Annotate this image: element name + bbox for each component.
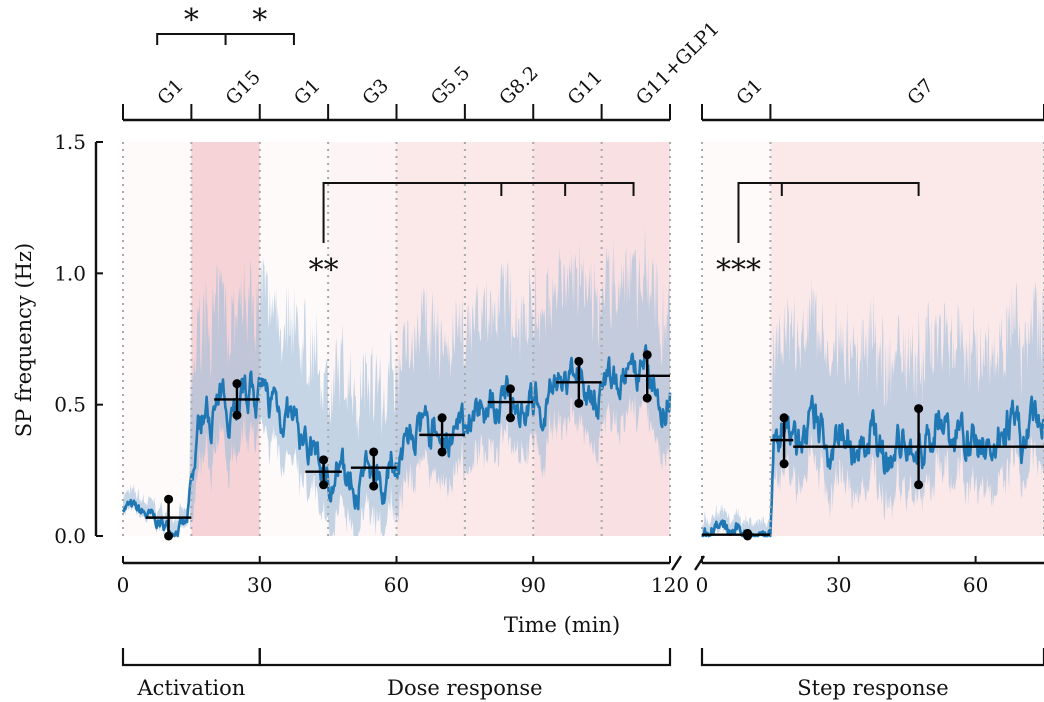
error-cap-high <box>319 455 329 465</box>
condition-label: G11 <box>563 66 606 109</box>
summary-marker <box>770 413 794 469</box>
axis-break <box>670 555 683 571</box>
phase-labels: Activation Dose response Step response <box>121 648 1044 700</box>
error-cap-low <box>164 531 174 541</box>
significance-mark: * <box>252 3 267 38</box>
error-cap-low <box>642 393 652 403</box>
condition-region <box>702 142 771 536</box>
significance-mark: ** <box>309 253 339 288</box>
error-cap-high <box>164 494 174 504</box>
error-cap-low <box>574 398 584 408</box>
significance-mark: *** <box>716 253 761 288</box>
error-cap-low <box>914 480 924 490</box>
error-cap-low <box>319 480 329 490</box>
summary-marker <box>793 404 1044 490</box>
x-tick-label: 90 <box>521 573 546 597</box>
error-cap-low <box>369 481 379 491</box>
significance-bracket <box>737 182 920 243</box>
significance-bracket <box>322 182 635 243</box>
phase-label: Step response <box>797 676 948 700</box>
error-cap-high <box>369 447 379 457</box>
condition-label: G7 <box>903 75 938 110</box>
error-cap-high <box>642 350 652 360</box>
summary-marker <box>556 356 602 408</box>
phase-bracket <box>121 648 261 667</box>
error-cap-high <box>437 413 447 423</box>
condition-label: G1 <box>153 75 188 110</box>
y-tick-label: 1.5 <box>54 130 86 154</box>
x-tick-label: 30 <box>247 573 272 597</box>
axis-break <box>693 555 706 571</box>
condition-label: G8.2 <box>495 62 543 110</box>
error-cap-high <box>779 413 789 423</box>
summary-marker <box>624 350 670 403</box>
error-cap-high <box>232 379 242 389</box>
error-cap-high <box>743 528 753 538</box>
condition-label: G1 <box>290 75 325 110</box>
error-cap-low <box>437 447 447 457</box>
summary-marker <box>305 455 342 490</box>
condition-label: G11+GLP1 <box>632 18 724 110</box>
y-axis-label: SP frequency (Hz) <box>12 243 36 437</box>
summary-marker <box>702 528 771 541</box>
error-cap-high <box>914 404 924 414</box>
summary-markers <box>145 350 1044 541</box>
error-cap-low <box>232 410 242 420</box>
condition-label: G5.5 <box>427 62 475 110</box>
significance-brackets: * *** *** <box>156 3 920 288</box>
condition-label: G15 <box>222 66 265 109</box>
error-cap-high <box>574 356 584 366</box>
x-tick-label: 0 <box>117 573 130 597</box>
error-cap-low <box>779 459 789 469</box>
x-tick-label: 60 <box>384 573 409 597</box>
phase-label: Activation <box>136 676 245 700</box>
condition-region <box>123 142 192 536</box>
x-tick-label: 60 <box>963 573 988 597</box>
variability-band <box>702 276 1044 536</box>
phase-bracket <box>258 648 672 667</box>
summary-marker <box>214 379 260 420</box>
y-tick-label: 0.0 <box>54 524 86 548</box>
condition-label: G3 <box>358 75 393 110</box>
x-tick-label: 120 <box>651 573 689 597</box>
significance-bracket <box>156 33 295 45</box>
x-axis-label: Time (min) <box>504 613 620 637</box>
x-tick-label: 0 <box>696 573 709 597</box>
summary-marker <box>350 447 397 491</box>
error-cap-high <box>505 384 515 394</box>
summary-marker <box>487 384 534 423</box>
y-tick-label: 0.5 <box>54 393 86 417</box>
condition-label: G1 <box>732 75 767 110</box>
phase-bracket <box>700 648 1044 667</box>
x-tick-label: 30 <box>826 573 851 597</box>
summary-marker <box>419 413 465 457</box>
condition-boundaries <box>122 142 1044 536</box>
significance-mark: * <box>184 3 199 38</box>
phase-label: Dose response <box>387 676 542 700</box>
error-cap-low <box>505 413 515 423</box>
summary-marker <box>145 494 192 541</box>
y-tick-label: 1.0 <box>54 261 86 285</box>
axes: 0 30 60 90 120 0 30 60 0.0 0.5 1.0 1.5 <box>54 130 1044 597</box>
